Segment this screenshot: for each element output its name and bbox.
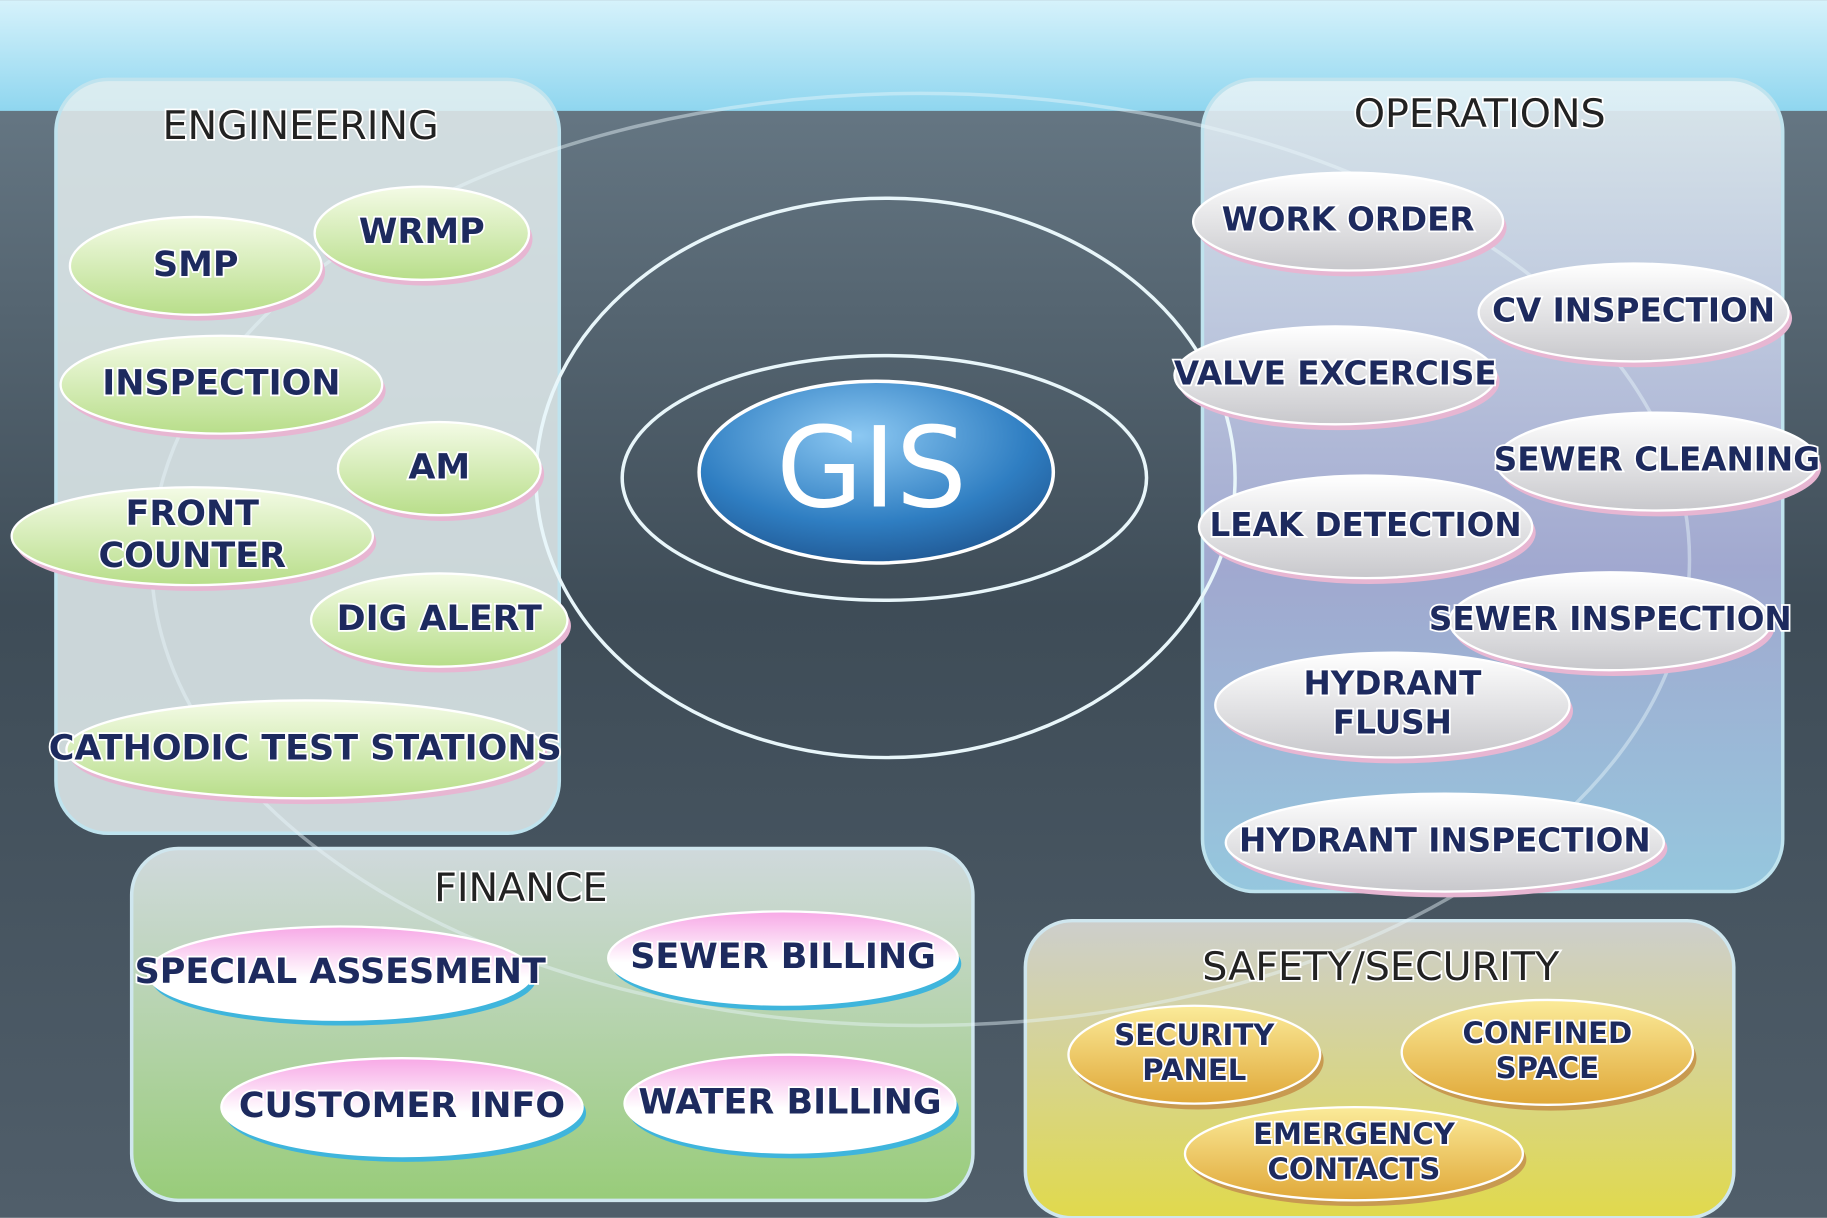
group-title: FINANCE	[434, 865, 608, 911]
item-label: FRONT	[125, 494, 259, 534]
item-label: WORK ORDER	[1222, 201, 1475, 239]
item-label: CATHODIC TEST STATIONS	[49, 728, 562, 768]
item-label: HYDRANT	[1303, 665, 1482, 703]
item-label: CONTACTS	[1268, 1152, 1441, 1186]
item-label: SPECIAL ASSESMENT	[135, 952, 546, 992]
item-label: SEWER BILLING	[630, 937, 936, 977]
item-label: SEWER CLEANING	[1494, 441, 1820, 479]
item-label: INSPECTION	[102, 364, 340, 404]
item-label: HYDRANT INSPECTION	[1239, 822, 1651, 860]
group-title: ENGINEERING	[162, 103, 438, 149]
item-label: LEAK DETECTION	[1210, 506, 1522, 544]
item-label: SECURITY	[1114, 1018, 1275, 1052]
item-label: VALVE EXCERCISE	[1174, 354, 1497, 392]
item-label: AM	[408, 448, 470, 488]
item-label: PANEL	[1142, 1053, 1246, 1087]
item-label: CV INSPECTION	[1492, 291, 1775, 329]
page: GIS ENGINEERINGSMPWRMPINSPECTIONAMFRONTC…	[0, 0, 1827, 1218]
item-label: DIG ALERT	[337, 599, 542, 639]
group-title: OPERATIONS	[1354, 91, 1606, 137]
item-label: SEWER INSPECTION	[1429, 600, 1792, 638]
item-label: SPACE	[1496, 1051, 1599, 1085]
center-label: GIS	[776, 403, 967, 533]
item-label: CONFINED	[1463, 1016, 1633, 1050]
item-label: WATER BILLING	[638, 1083, 941, 1123]
item-label: FLUSH	[1333, 704, 1452, 742]
item-label: COUNTER	[98, 536, 286, 576]
item-label: WRMP	[359, 212, 485, 252]
item-label: SMP	[153, 245, 239, 285]
item-label: CUSTOMER INFO	[239, 1086, 565, 1126]
diagram: GIS ENGINEERINGSMPWRMPINSPECTIONAMFRONTC…	[0, 0, 1827, 1218]
group-title: SAFETY/SECURITY	[1202, 944, 1560, 990]
item-label: EMERGENCY	[1253, 1117, 1456, 1151]
